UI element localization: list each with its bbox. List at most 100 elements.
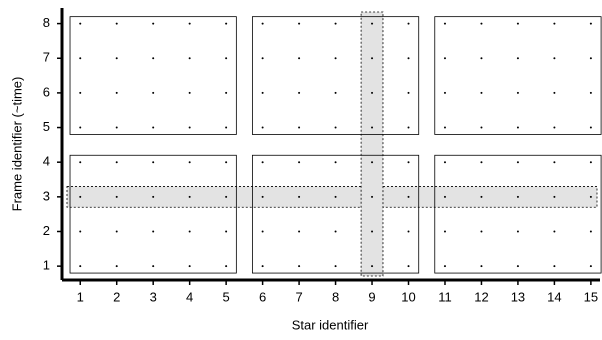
x-tick-label: 10 — [401, 289, 415, 304]
point — [516, 265, 519, 268]
y-tick-label: 7 — [43, 50, 50, 65]
point — [589, 126, 592, 129]
y-tick-label: 4 — [43, 154, 50, 169]
point — [371, 161, 374, 164]
point — [298, 22, 301, 25]
point — [115, 57, 118, 60]
point — [261, 195, 264, 198]
point — [589, 230, 592, 233]
point — [334, 57, 337, 60]
group-box — [434, 16, 602, 135]
point — [152, 195, 155, 198]
point — [443, 57, 446, 60]
y-tick-label: 6 — [43, 84, 50, 99]
point — [407, 161, 410, 164]
point — [407, 265, 410, 268]
x-tick-label: 9 — [368, 289, 375, 304]
point — [443, 22, 446, 25]
point — [553, 126, 556, 129]
point — [188, 265, 191, 268]
point — [225, 91, 228, 94]
point — [261, 22, 264, 25]
point — [407, 126, 410, 129]
point — [589, 57, 592, 60]
point — [188, 22, 191, 25]
group-box — [434, 154, 602, 274]
point — [79, 195, 82, 198]
point — [480, 57, 483, 60]
point — [553, 265, 556, 268]
point — [480, 22, 483, 25]
point — [480, 265, 483, 268]
point — [79, 57, 82, 60]
point — [480, 195, 483, 198]
point — [79, 161, 82, 164]
point — [152, 126, 155, 129]
point — [225, 161, 228, 164]
point — [334, 195, 337, 198]
point — [407, 22, 410, 25]
point — [152, 230, 155, 233]
point — [79, 126, 82, 129]
x-tick-label: 12 — [474, 289, 488, 304]
point — [225, 230, 228, 233]
point — [298, 230, 301, 233]
x-tick-label: 2 — [113, 289, 120, 304]
point — [553, 91, 556, 94]
group-box — [69, 154, 237, 274]
point — [553, 22, 556, 25]
x-tick-label: 6 — [259, 289, 266, 304]
x-tick-label: 8 — [332, 289, 339, 304]
point — [443, 126, 446, 129]
point — [553, 195, 556, 198]
point — [334, 230, 337, 233]
point — [188, 91, 191, 94]
point — [407, 57, 410, 60]
point — [115, 230, 118, 233]
point — [225, 265, 228, 268]
point — [443, 230, 446, 233]
point — [115, 265, 118, 268]
point — [334, 91, 337, 94]
point — [516, 230, 519, 233]
point — [553, 161, 556, 164]
point — [553, 57, 556, 60]
point — [261, 57, 264, 60]
point — [480, 230, 483, 233]
y-tick-label: 3 — [43, 188, 50, 203]
point — [298, 126, 301, 129]
group-box — [251, 16, 420, 135]
point — [188, 161, 191, 164]
x-tick-label: 7 — [295, 289, 302, 304]
point — [115, 126, 118, 129]
point — [516, 57, 519, 60]
point — [443, 161, 446, 164]
point — [115, 22, 118, 25]
point — [152, 161, 155, 164]
y-axis-label: Frame identifier (~time) — [9, 77, 24, 212]
point — [480, 91, 483, 94]
x-tick-label: 14 — [547, 289, 561, 304]
point — [152, 91, 155, 94]
point — [371, 22, 374, 25]
point — [298, 161, 301, 164]
point — [261, 230, 264, 233]
point — [516, 195, 519, 198]
point — [152, 265, 155, 268]
point — [298, 57, 301, 60]
point — [371, 57, 374, 60]
x-tick-label: 11 — [438, 289, 452, 304]
y-tick-label: 1 — [43, 258, 50, 273]
x-tick-label: 1 — [77, 289, 84, 304]
point — [480, 126, 483, 129]
x-axis-label: Star identifier — [292, 317, 369, 332]
point — [79, 230, 82, 233]
point — [298, 91, 301, 94]
point — [371, 91, 374, 94]
point — [188, 126, 191, 129]
point — [553, 230, 556, 233]
point — [298, 195, 301, 198]
point — [225, 57, 228, 60]
point — [225, 126, 228, 129]
